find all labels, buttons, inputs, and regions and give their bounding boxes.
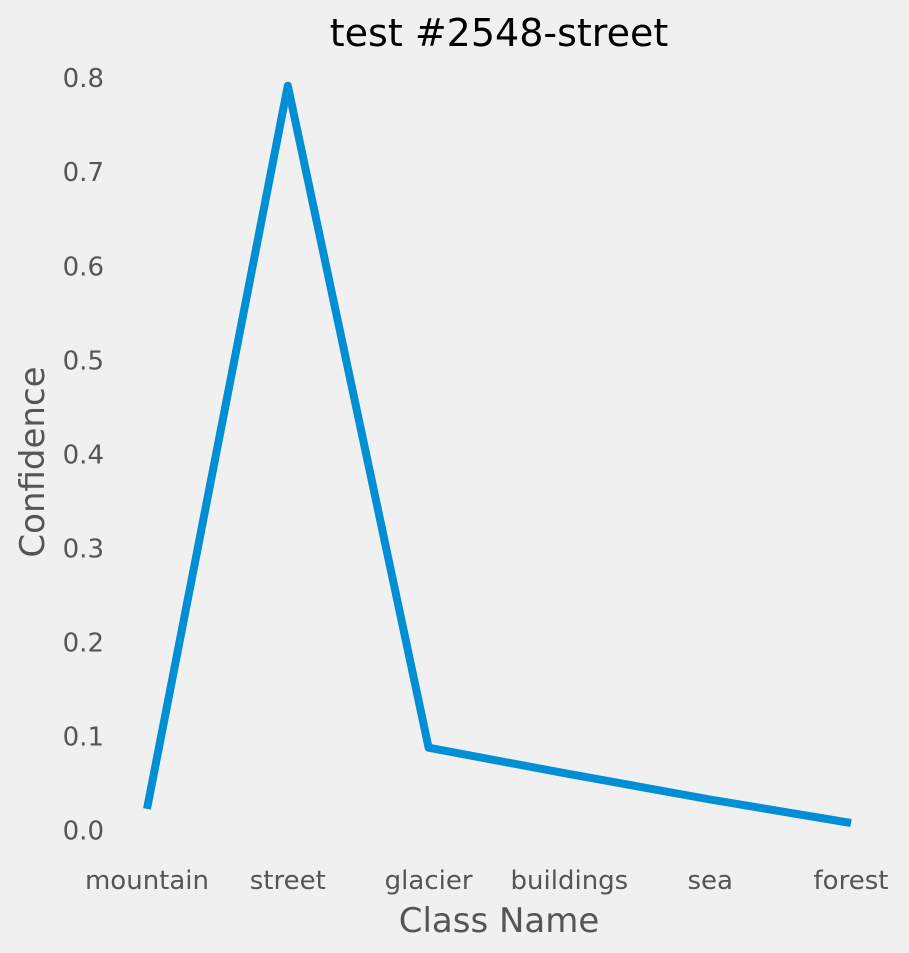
y-tick-label: 0.2 <box>63 628 104 658</box>
x-tick-label: street <box>250 866 326 896</box>
x-tick-label: forest <box>814 866 889 896</box>
chart-title: test #2548-street <box>330 11 668 55</box>
y-tick-label: 0.1 <box>63 722 104 752</box>
x-axis-ticks: mountain street glacier buildings sea forest <box>85 866 888 896</box>
x-axis-label: Class Name <box>399 901 600 941</box>
y-tick-label: 0.0 <box>63 816 104 846</box>
y-tick-label: 0.6 <box>63 252 104 282</box>
y-axis-label: Confidence <box>13 366 53 557</box>
x-tick-label: mountain <box>85 866 209 896</box>
confidence-series-line <box>143 81 852 827</box>
x-tick-label: buildings <box>511 866 629 896</box>
y-tick-label: 0.8 <box>63 64 104 94</box>
y-axis-ticks: 0.0 0.1 0.2 0.3 0.4 0.5 0.6 0.7 0.8 <box>63 64 104 846</box>
x-tick-label: glacier <box>385 866 473 896</box>
y-tick-label: 0.4 <box>63 440 104 470</box>
y-tick-label: 0.7 <box>63 158 104 188</box>
x-tick-label: sea <box>687 866 732 896</box>
y-tick-label: 0.5 <box>63 346 104 376</box>
plot-area <box>143 81 852 827</box>
y-tick-label: 0.3 <box>63 534 104 564</box>
